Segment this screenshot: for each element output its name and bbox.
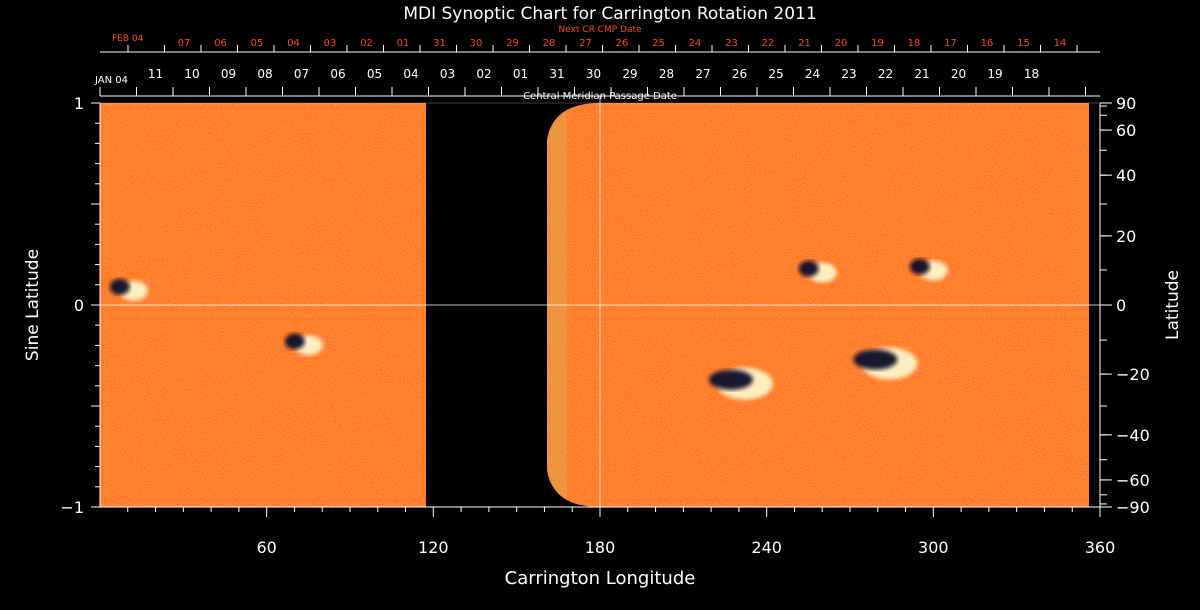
y-right-tick-label: −40: [1116, 426, 1150, 445]
cmp-date-label: 31: [549, 67, 564, 81]
next-cr-label: Next CR CMP Date: [558, 25, 642, 35]
x-ticks: 60 120 180 240 300 360: [127, 507, 1116, 557]
next-cr-date-label: 02: [360, 38, 373, 49]
y-right-tick-label: −60: [1116, 471, 1150, 490]
cmp-date-label: 28: [659, 67, 674, 81]
cmp-date-label: 21: [914, 67, 929, 81]
next-cr-ticks: 07 06 05 04 03 02 01 31 30 29 28 27 26 25 24 23 22 21 20 19…: [127, 38, 1078, 52]
cmp-date-label: 20: [951, 67, 966, 81]
y-right-tick-label: 60: [1116, 121, 1136, 140]
cmp-date-label: 19: [987, 67, 1002, 81]
cmp-date-label: 05: [367, 67, 382, 81]
x-tick-label: 300: [918, 538, 949, 557]
next-cr-date-label: 27: [579, 38, 592, 49]
next-cr-date-label: 17: [944, 38, 957, 49]
next-cr-date-label: 06: [214, 38, 227, 49]
next-cr-date-label: 16: [981, 38, 994, 49]
next-cr-date-label: 18: [908, 38, 921, 49]
cmp-axis: JAN 04 11 10 09 08 07 06 05 04 03 02 01 31 30 29 28 27 2…: [94, 67, 1100, 102]
y-right-tick-label: 20: [1116, 227, 1136, 246]
y-left-tick-label: 1: [74, 94, 84, 113]
cmp-date-label: 01: [513, 67, 528, 81]
cmp-date-label: 11: [148, 67, 163, 81]
cmp-date-label: 25: [768, 67, 783, 81]
next-cr-date-label: 22: [762, 38, 775, 49]
next-cr-date-label: 20: [835, 38, 848, 49]
next-cr-date-label: 14: [1054, 38, 1067, 49]
y-right-tick-label: −20: [1116, 365, 1150, 384]
cmp-date-label: 24: [805, 67, 820, 81]
y-left-ticks: 1 0 −1: [60, 94, 100, 517]
next-cr-date-label: 01: [397, 38, 410, 49]
cmp-date-label: 23: [841, 67, 856, 81]
next-cr-date-label: 26: [616, 38, 629, 49]
negative-polarity-patch: [284, 333, 305, 350]
next-cr-date-label: 04: [287, 38, 300, 49]
x-tick-label: 360: [1085, 538, 1116, 557]
active-region: [284, 333, 323, 356]
next-cr-date-label: 29: [506, 38, 519, 49]
negative-polarity-patch: [909, 258, 930, 275]
cmp-date-label: 07: [294, 67, 309, 81]
cmp-date-label: 04: [403, 67, 418, 81]
y-right-tick-label: 0: [1116, 296, 1126, 315]
cmp-date-label: 08: [257, 67, 272, 81]
cmp-start-label: JAN 04: [94, 75, 128, 86]
next-cr-date-label: 31: [433, 38, 446, 49]
active-regions: [109, 258, 948, 400]
next-cr-date-label: 24: [689, 38, 702, 49]
y-left-tick-label: 0: [74, 296, 84, 315]
cmp-date-label: 06: [330, 67, 345, 81]
next-cr-date-label: 23: [725, 38, 738, 49]
y-right-tick-label: −90: [1116, 498, 1150, 517]
y-left-tick-label: −1: [60, 498, 84, 517]
negative-polarity-patch: [798, 260, 819, 277]
cmp-ticks: 11 10 09 08 07 06 05 04 03 02 01 31 30 29 28 27 26 25 24 23…: [99, 67, 1086, 96]
cmp-date-label: 26: [732, 67, 747, 81]
next-cr-date-label: 30: [470, 38, 483, 49]
cmp-date-label: 02: [476, 67, 491, 81]
x-tick-label: 240: [751, 538, 782, 557]
x-tick-label: 180: [585, 538, 616, 557]
cmp-date-label: 27: [695, 67, 710, 81]
next-cr-axis: Next CR CMP Date FEB 04 07 06 05 04 03 02 01 31…: [100, 25, 1100, 53]
negative-polarity-patch: [853, 349, 898, 370]
next-cr-start-label: FEB 04: [112, 34, 144, 44]
next-cr-date-label: 21: [798, 38, 811, 49]
active-region: [109, 278, 148, 301]
active-region: [798, 260, 837, 283]
x-tick-label: 60: [256, 538, 276, 557]
next-cr-date-label: 25: [652, 38, 665, 49]
next-cr-date-label: 07: [178, 38, 191, 49]
x-axis-label: Carrington Longitude: [505, 568, 696, 589]
cmp-date-label: 30: [586, 67, 601, 81]
cmp-date-label: 22: [878, 67, 893, 81]
next-cr-date-label: 28: [543, 38, 556, 49]
active-region: [853, 347, 918, 380]
y-right-tick-label: 40: [1116, 166, 1136, 185]
next-cr-date-label: 15: [1017, 38, 1030, 49]
next-cr-date-label: 19: [871, 38, 884, 49]
cmp-date-label: 10: [184, 67, 199, 81]
cmp-date-label: 09: [221, 67, 236, 81]
cmp-date-label: 18: [1024, 67, 1039, 81]
next-cr-date-label: 03: [324, 38, 337, 49]
next-cr-date-label: 05: [251, 38, 264, 49]
y-axis-label-left: Sine Latitude: [23, 249, 43, 361]
negative-polarity-patch: [708, 369, 753, 390]
cmp-date-label: 03: [440, 67, 455, 81]
y-axis-label-right: Latitude: [1163, 270, 1183, 340]
y-right-tick-label: 90: [1116, 94, 1136, 113]
active-region: [708, 367, 773, 400]
negative-polarity-patch: [109, 278, 130, 295]
cmp-date-label: 29: [622, 67, 637, 81]
chart-title: MDI Synoptic Chart for Carrington Rotati…: [403, 4, 816, 24]
y-right-ticks: 90 60 40 20 0 −20 −40 −60 −90: [1100, 94, 1150, 517]
x-tick-label: 120: [418, 538, 449, 557]
active-region: [909, 258, 948, 281]
